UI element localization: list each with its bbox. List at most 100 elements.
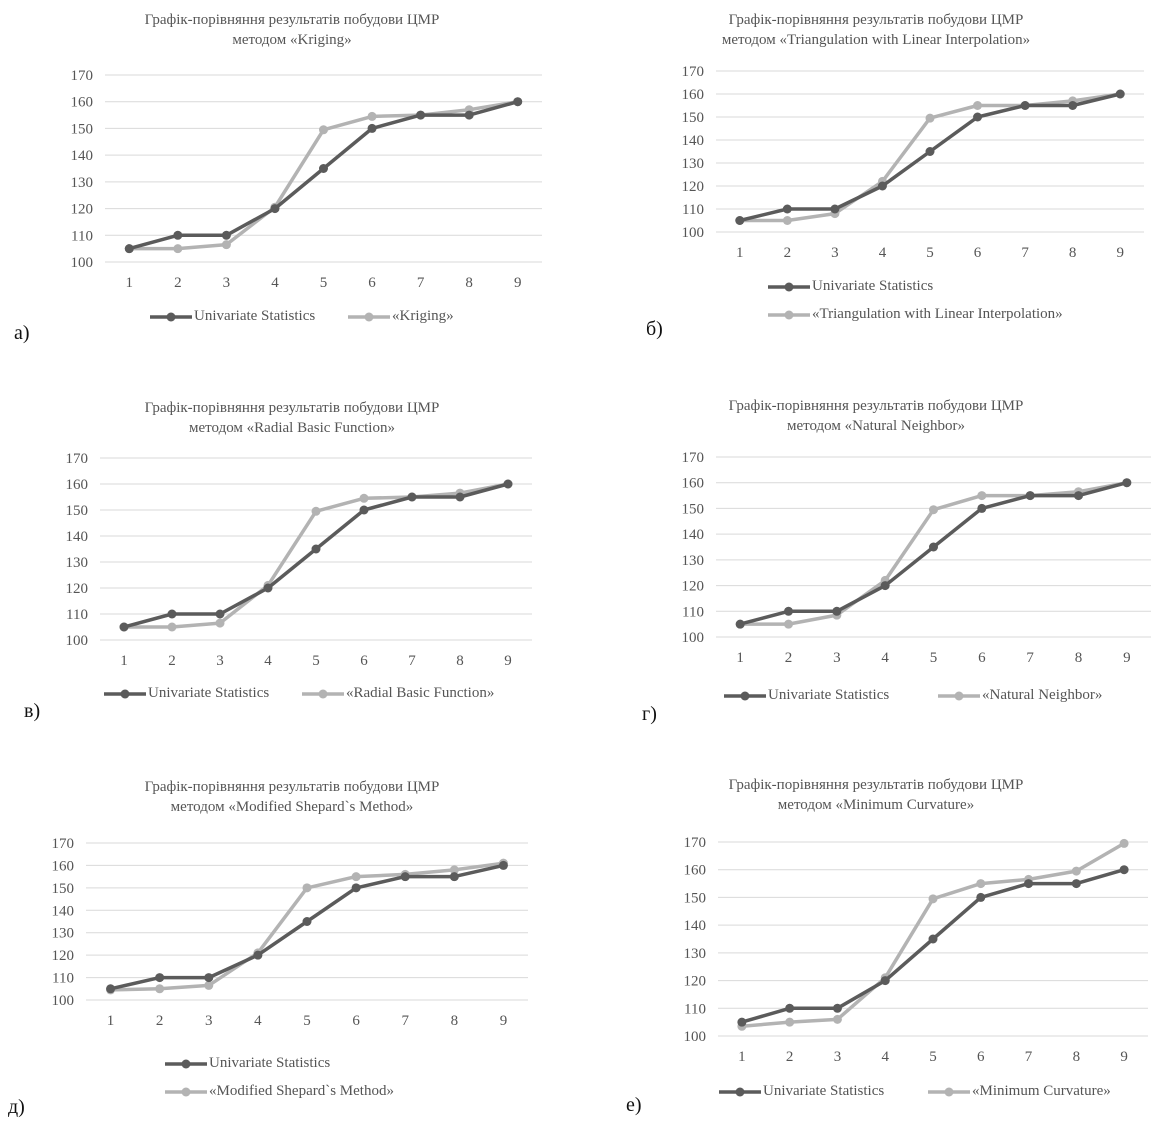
chart-title-line: Графік-порівняння результатів побудови Ц… [144, 779, 440, 795]
series-point [977, 491, 987, 501]
x-tick-label: 8 [465, 275, 473, 291]
y-tick-label: 160 [66, 477, 89, 493]
x-tick-label: 9 [514, 275, 522, 291]
series-point [832, 1003, 842, 1013]
y-tick-label: 150 [684, 890, 707, 906]
x-tick-label: 2 [174, 275, 182, 291]
y-tick-label: 140 [684, 918, 707, 934]
legend-item: Univariate Statistics [724, 687, 889, 704]
chart-legend: Univariate Statistics «Modified Shepard`s… [0, 1055, 584, 1105]
series-point [311, 544, 321, 554]
series-point [1025, 491, 1035, 501]
chart-plot-svg: 100 110 120 130 140 150 160 170 1 2 3 4 5 6 7 8 9 [66, 451, 532, 669]
x-tick-label: 8 [1069, 245, 1077, 261]
legend-label: Univariate Statistics [148, 685, 270, 701]
legend-swatch [165, 1059, 207, 1068]
y-tick-label: 140 [52, 903, 75, 919]
series-point [785, 1017, 795, 1027]
series-line [739, 481, 1128, 626]
series-point [928, 934, 938, 944]
chart-panel-radial-basic-function: Графік-порівняння результатів побудови Ц… [0, 380, 584, 730]
legend-label: Univariate Statistics [812, 278, 934, 294]
y-tick-label: 140 [682, 527, 705, 543]
x-tick-label: 8 [456, 653, 464, 669]
chart-panel-modified-shepard: Графік-порівняння результатів побудови Ц… [0, 765, 584, 1124]
y-tick-label: 130 [682, 553, 705, 569]
chart-panel-minimum-curvature: Графік-порівняння результатів побудови Ц… [584, 765, 1168, 1124]
panel-label: е) [626, 1094, 642, 1116]
legend-label: «Triangulation with Linear Interpolation… [812, 306, 1063, 322]
chart-plot-svg: 100 110 120 130 140 150 160 170 1 2 3 4 5 6 7 8 9 [684, 835, 1148, 1065]
series-point [925, 113, 935, 123]
series-point [1020, 101, 1030, 110]
series-point [449, 865, 459, 875]
series-line [741, 868, 1125, 1024]
x-tick-label: 9 [504, 653, 512, 669]
series-point [263, 583, 273, 593]
y-tick-label: 140 [682, 133, 705, 149]
x-tick-label: 1 [738, 1049, 746, 1065]
series-point [204, 980, 214, 990]
x-tick-label: 4 [271, 275, 279, 291]
chart-title-line: методом «Kriging» [232, 32, 352, 48]
chart-plot-svg: 100 110 120 130 140 150 160 170 1 2 3 4 5 6 7 8 9 [52, 836, 528, 1029]
series-point [124, 244, 134, 254]
x-tick-label: 2 [784, 245, 792, 261]
y-tick-label: 150 [66, 503, 89, 519]
series-point [513, 97, 523, 107]
chart-title: Графік-порівняння результатів побудови Ц… [0, 10, 584, 50]
series-point [1122, 478, 1132, 488]
series-point [1074, 491, 1083, 501]
x-tick-label: 7 [1026, 650, 1034, 666]
series-point [498, 860, 508, 870]
x-tick-label: 7 [1025, 1049, 1033, 1065]
legend-swatch [348, 312, 390, 321]
series-point [1119, 865, 1129, 875]
series-point [367, 123, 377, 133]
x-tick-label: 5 [303, 1013, 311, 1029]
chart-plot-svg: 100 110 120 130 140 150 160 170 1 2 3 4 5 6 7 8 9 [71, 68, 542, 291]
legend-swatch [150, 312, 192, 321]
series-point [973, 112, 983, 122]
x-tick-label: 6 [368, 275, 376, 291]
x-tick-label: 6 [978, 650, 986, 666]
y-tick-label: 120 [52, 948, 75, 964]
x-tick-label: 4 [264, 653, 272, 669]
y-tick-label: 100 [52, 993, 75, 1009]
series-point [880, 976, 890, 986]
series-point [167, 622, 177, 632]
panel-label: г) [642, 703, 657, 725]
series-point [1071, 879, 1081, 889]
x-tick-label: 5 [929, 1049, 937, 1065]
series-point [976, 879, 986, 889]
series-line [110, 861, 504, 992]
y-tick-label: 100 [66, 633, 89, 649]
legend-label: Univariate Statistics [209, 1055, 331, 1071]
chart-title: Графік-порівняння результатів побудови Ц… [0, 777, 584, 817]
y-tick-label: 130 [682, 156, 705, 172]
legend-label: Univariate Statistics [194, 308, 316, 324]
series-point [735, 216, 745, 225]
series-point [464, 110, 474, 120]
x-tick-label: 8 [1073, 1049, 1081, 1065]
series-point [155, 984, 165, 994]
series-point [784, 606, 793, 616]
legend-swatch [768, 310, 810, 319]
y-tick-label: 150 [52, 881, 75, 897]
y-tick-label: 110 [66, 607, 88, 623]
legend-swatch [768, 282, 810, 291]
x-tick-label: 4 [254, 1013, 262, 1029]
legend-item: «Kriging» [348, 308, 454, 325]
legend-item: «Triangulation with Linear Interpolation… [768, 306, 1063, 323]
series-point [106, 984, 116, 994]
x-tick-label: 5 [312, 653, 320, 669]
series-line [123, 482, 509, 629]
x-tick-label: 3 [205, 1013, 213, 1029]
chart-title-line: методом «Minimum Curvature» [777, 797, 975, 813]
y-tick-label: 110 [682, 202, 704, 218]
legend-swatch-marker [181, 1059, 191, 1068]
series-point [253, 950, 263, 960]
legend-item: «Natural Neighbor» [938, 687, 1102, 704]
y-tick-label: 100 [71, 255, 94, 271]
x-tick-label: 6 [352, 1013, 360, 1029]
